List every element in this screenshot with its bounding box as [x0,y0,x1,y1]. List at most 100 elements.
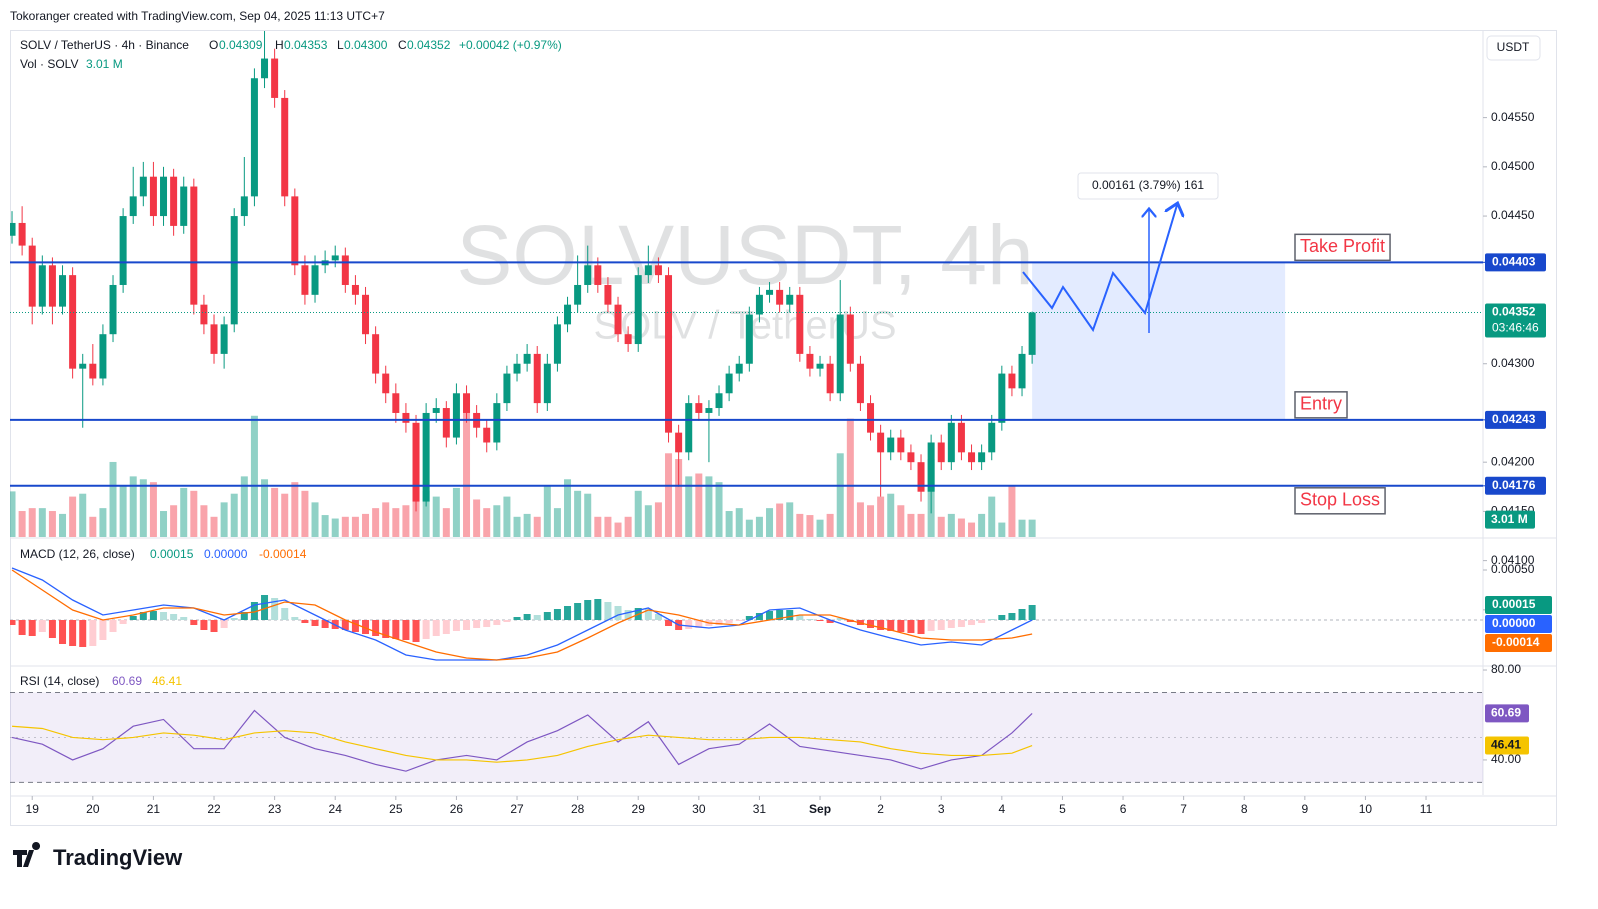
volume-bar [452,487,460,537]
candle-body [119,216,127,285]
x-tick-label: 5 [1059,802,1066,816]
macd-histogram-bar [1018,609,1026,620]
volume-legend: 3.01 M [86,57,123,71]
macd-histogram-bar [523,614,531,620]
volume-bar [392,508,400,537]
volume-bar [89,516,97,537]
macd-histogram-bar [109,620,117,632]
volume-bar [745,519,753,537]
volume-bar [483,508,491,537]
volume-bar [867,505,875,537]
macd-histogram-bar [463,620,471,630]
volume-badge-bg [1485,510,1535,529]
macd-histogram-bar [382,620,390,638]
volume-bar [109,461,117,537]
currency-button[interactable] [1486,35,1541,61]
x-tick-label: 29 [632,802,646,816]
candle-body [180,186,188,226]
macd-histogram-bar [654,614,662,620]
macd-histogram-bar [38,620,46,632]
macd-histogram-bar [250,602,258,620]
macd-histogram-bar [917,620,925,634]
macd-histogram-bar [321,620,329,628]
macd-histogram-bar [867,620,875,628]
volume-bar [907,513,915,537]
volume-bar [947,513,955,537]
volume-bar [533,516,541,537]
candle-body [776,289,784,305]
macd-histogram-bar [968,620,976,625]
rsi-badge: 60.69 [1491,706,1521,720]
last-price-badge-bg [1485,303,1546,338]
watermark-sub: SOLV / TetherUS [593,304,896,348]
candle-body [281,97,289,197]
y-tick-label: 80.00 [1491,662,1521,676]
macd-histogram-bar [998,615,1006,620]
volume-bar [634,490,642,537]
macd-histogram-bar [402,620,410,640]
volume-bar [1018,519,1026,537]
macd-histogram-bar [170,614,178,620]
volume-bar [856,502,864,537]
macd-histogram-bar [281,608,289,620]
volume-bar [776,503,784,537]
volume-bar [614,522,622,537]
macd-line [11,567,1033,661]
macd-histogram-bar [715,620,723,625]
volume-title: Vol · SOLV [20,57,78,71]
macd-histogram-bar [483,620,491,627]
volume-bar [523,513,531,537]
level-name: Entry [1300,394,1342,414]
level-badge: 0.04243 [1492,412,1536,426]
candle-body [483,427,491,443]
candle-body [1028,312,1036,355]
macd-histogram-bar [271,598,279,620]
candle-body [160,176,168,217]
volume-bar [493,505,501,537]
price-pane [10,30,1483,537]
macd-histogram-bar [806,619,814,620]
volume-bar [362,513,370,537]
macd-histogram-bar [503,620,511,622]
currency[interactable]: USDT [1497,40,1530,54]
candle-body [604,284,612,305]
macd-histogram-bar [766,611,774,620]
volume-bar [998,522,1006,537]
macd-histogram-bar [755,613,763,620]
rsi-line [11,725,1033,763]
volume-bar [28,508,36,537]
volume-bar [937,516,945,537]
volume-bar [99,508,107,537]
volume-bar [564,479,572,537]
volume-bar [513,516,521,537]
volume-bar [695,473,703,537]
macd-histogram-bar [947,620,955,628]
volume-bar [766,508,774,537]
macd-histogram-bar [149,611,157,620]
candle-body [523,353,531,364]
macd-histogram-bar [725,620,733,623]
volume-bar [79,493,87,537]
candle-body [331,255,339,261]
volume-bar [806,515,814,537]
macd-histogram-bar [564,606,572,620]
ohlc-value: 0.04309 [219,38,263,52]
volume-bar [291,482,299,537]
candle-body [271,58,279,98]
y-tick-label: 0.04300 [1491,356,1535,370]
candle-body [230,216,238,325]
volume-bar [160,511,168,537]
volume-bar [301,490,309,537]
macd-histogram-bar [230,618,238,620]
y-tick-label: 0.04500 [1491,159,1535,173]
macd-histogram-bar [240,612,248,620]
volume-bar [463,410,471,537]
candle-body [1018,353,1026,389]
candle-body [341,255,349,285]
last-price-badge: 0.04352 [1492,305,1536,319]
candle-body [149,176,157,217]
volume-bar [48,511,56,537]
y-tick-label: 40.00 [1491,752,1521,766]
